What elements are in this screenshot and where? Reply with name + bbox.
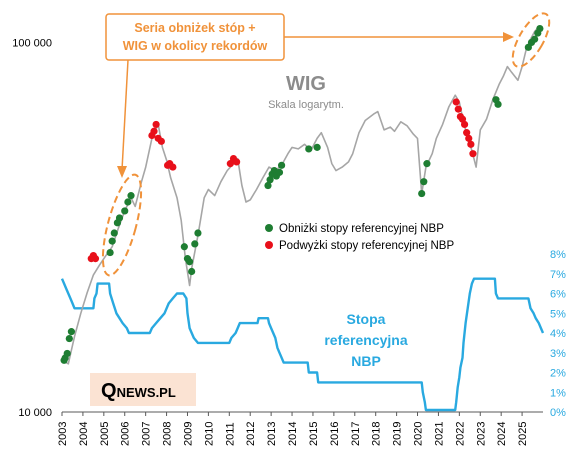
hike-marker [150,127,158,135]
x-tick-label: 2014 [287,422,299,446]
cut-marker [127,192,135,200]
cut-marker [110,229,118,237]
cut-marker [531,35,539,43]
x-tick-label: 2018 [371,422,383,446]
cut-marker [106,248,114,257]
hike-marker [452,98,460,106]
hike-marker [152,120,160,129]
hike-marker [469,150,477,158]
cut-marker [266,176,274,184]
marker-layer [60,25,544,364]
hike-marker [157,137,165,145]
x-tick-label: 2023 [475,422,487,446]
y-left-tick-label: 10 000 [18,407,52,419]
hike-marker [169,163,177,171]
hike-marker [460,120,469,129]
annotation-arrowhead-left [117,166,127,178]
cut-marker [313,143,321,151]
cut-marker [67,328,76,336]
x-tick-label: 2011 [224,422,236,446]
hike-marker [454,105,462,113]
rate-label-line-2: referencyjna [324,332,407,348]
legend-marker-hikes [265,241,273,249]
cut-marker [124,198,132,206]
hike-marker [465,134,473,142]
cut-marker [115,214,124,222]
hike-marker [467,140,475,148]
x-tick-label: 2003 [57,422,69,446]
cut-marker [180,243,188,251]
x-tick-label: 2015 [308,422,320,446]
y-right-tick-label: 6% [550,289,566,301]
cut-marker [191,240,199,248]
annotation-arrowhead-right [503,32,514,42]
x-tick-label: 2006 [120,422,132,446]
x-tick-label: 2012 [245,422,257,446]
cut-marker [188,267,196,276]
cut-marker [536,25,544,33]
y-right-tick-label: 3% [550,348,566,360]
rate-layer [60,277,545,412]
x-tick-label: 2005 [99,422,111,446]
x-tick-label: 2008 [162,422,174,446]
x-tick-label: 2004 [78,422,90,446]
y-right-tick-label: 1% [550,387,566,399]
annotation-line-2: WIG w okolicy rekordów [123,39,268,53]
x-tick-label: 2025 [517,422,529,446]
cut-marker [108,237,116,245]
cut-marker [65,334,73,343]
watermark-q: Q [101,380,117,402]
x-tick-label: 2009 [182,422,194,446]
hike-marker [91,255,100,263]
cut-marker [121,207,129,215]
cut-marker [194,229,202,237]
watermark-box [90,373,196,406]
y-right-tick-label: 5% [550,308,566,320]
cut-marker [264,181,272,190]
y-right-tick-label: 8% [550,249,566,261]
x-tick-label: 2010 [203,422,215,446]
y-right-tick-label: 4% [550,328,566,340]
y-left-tick-label: 100 000 [12,37,52,49]
rate-label-line-3: NBP [351,353,381,369]
cut-marker [63,349,71,358]
x-tick-label: 2021 [433,422,445,446]
watermark-rest: NEWS.PL [117,385,176,400]
cut-marker [277,161,286,169]
hike-marker [233,158,241,166]
axis-layer: 2003 2004 2005 2006 2007 2008 2009 2010 2011 2012… [12,37,566,446]
cut-marker [494,100,502,108]
x-tick-label: 2020 [413,422,425,446]
rate-series-line [60,277,545,412]
legend-marker-cuts [265,224,273,232]
annotation-line-1: Seria obniżek stóp + [134,21,255,35]
hike-marker [463,129,471,137]
cut-marker [275,168,284,176]
annotation-ellipse-right [511,12,551,68]
y-right-tick-label: 7% [550,269,566,281]
x-tick-label: 2022 [454,422,466,446]
x-tick-label: 2019 [392,422,404,446]
annotation-arrow-left [121,59,129,171]
x-tick-label: 2024 [496,422,508,446]
chart-title: WIG [286,73,326,95]
cut-marker [418,189,426,198]
y-right-tick-label: 0% [550,407,566,419]
x-tick-label: 2007 [141,422,153,446]
legend-label-cuts: Obniżki stopy referencyjnej NBP [279,223,444,235]
cut-marker [185,258,194,266]
legend-label-hikes: Podwyżki stopy referencyjnej NBP [279,240,454,252]
watermark-logo: QNEWS.PL [101,380,176,402]
x-tick-label: 2017 [350,422,362,446]
x-tick-label: 2013 [266,422,278,446]
x-tick-label: 2016 [329,422,341,446]
y-right-tick-label: 2% [550,368,566,380]
annotation-ellipse-left [101,173,143,277]
cut-marker [423,160,431,168]
rate-label-line-1: Stopa [347,311,386,327]
chart-subtitle: Skala logarytm. [268,99,344,111]
cut-marker [305,145,313,153]
cut-marker [420,178,428,186]
